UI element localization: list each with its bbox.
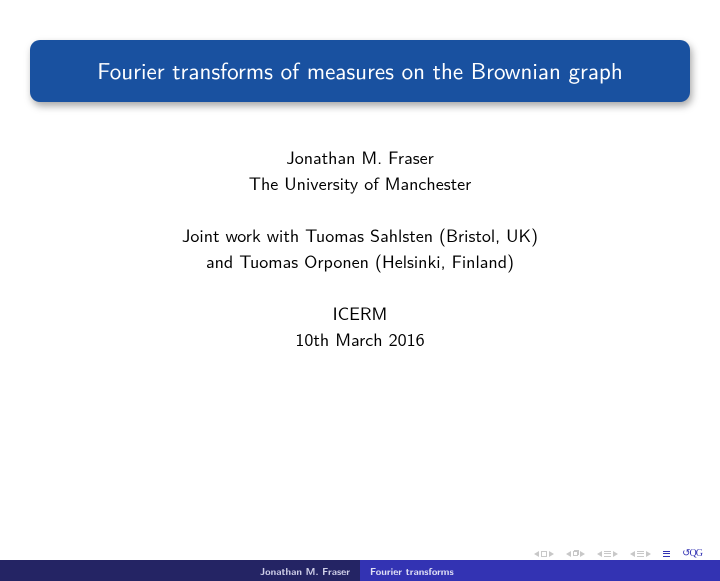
body-block: Jonathan M. Fraser The University of Man…	[0, 144, 720, 353]
title-block: Fourier transforms of measures on the Br…	[30, 40, 690, 102]
affiliation: The University of Manchester	[0, 170, 720, 196]
author-group: Jonathan M. Fraser The University of Man…	[0, 144, 720, 196]
date: 10th March 2016	[0, 326, 720, 352]
nav-current[interactable]	[663, 551, 670, 557]
nav-next-slide[interactable]	[630, 551, 651, 557]
nav-first[interactable]	[534, 551, 554, 557]
nav-back[interactable]: ↺QG	[682, 548, 702, 559]
nav-prev-slide[interactable]	[597, 551, 618, 557]
venue-group: ICERM 10th March 2016	[0, 300, 720, 352]
nav-bar: ↺QG	[534, 548, 702, 559]
footer-author-cell: Jonathan M. Fraser	[0, 560, 360, 581]
footer-title-cell: Fourier transforms	[360, 560, 720, 581]
author-name: Jonathan M. Fraser	[0, 144, 720, 170]
footer-author: Jonathan M. Fraser	[260, 564, 350, 578]
venue: ICERM	[0, 300, 720, 326]
nav-prev-section[interactable]	[566, 551, 585, 557]
footer-short-title: Fourier transforms	[370, 564, 454, 578]
footer: Jonathan M. Fraser Fourier transforms	[0, 560, 720, 581]
joint-group: Joint work with Tuomas Sahlsten (Bristol…	[0, 222, 720, 274]
slide-title: Fourier transforms of measures on the Br…	[97, 53, 622, 87]
joint-line-2: and Tuomas Orponen (Helsinki, Finland)	[0, 248, 720, 274]
joint-line-1: Joint work with Tuomas Sahlsten (Bristol…	[0, 222, 720, 248]
